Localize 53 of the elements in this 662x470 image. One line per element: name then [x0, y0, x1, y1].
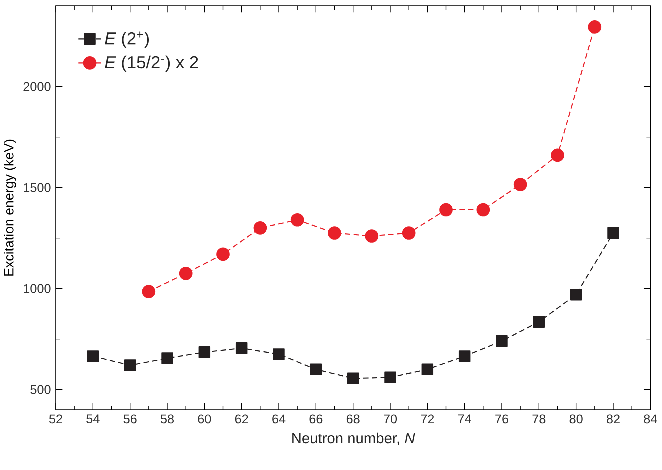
point — [236, 342, 248, 354]
x-tick-label: 54 — [86, 414, 100, 424]
x-tick-label: 64 — [272, 414, 286, 424]
x-tick-label: 72 — [421, 414, 434, 424]
point — [87, 350, 100, 362]
point — [216, 248, 230, 262]
x-tick-label: 56 — [124, 414, 137, 424]
point — [402, 226, 416, 240]
point — [273, 348, 285, 360]
point — [142, 285, 156, 298]
y-tick-label: 1500 — [24, 183, 51, 192]
point — [440, 203, 453, 217]
x-tick-label: 80 — [570, 414, 583, 424]
x-tick-label: 70 — [384, 414, 398, 424]
x-tick-label: 78 — [532, 414, 546, 424]
x-tick-label: 82 — [606, 414, 620, 424]
y-axis-title: Excitation energy (keV) — [4, 140, 16, 276]
y-tick-label: 500 — [30, 385, 51, 394]
x-tick-label: 66 — [310, 414, 323, 424]
point — [162, 352, 174, 364]
point — [458, 350, 471, 362]
legend-label: E (2$^{+}$) — [105, 32, 150, 48]
point — [551, 148, 564, 162]
point — [570, 288, 582, 301]
point — [365, 230, 379, 243]
point — [179, 266, 193, 280]
point — [328, 226, 342, 240]
x-tick-label: 76 — [496, 414, 508, 424]
x-tick-label: 74 — [458, 414, 472, 424]
point — [124, 360, 136, 372]
point — [588, 20, 602, 34]
x-tick-label: 62 — [235, 414, 248, 424]
point — [198, 346, 211, 358]
y-tick-label: 2000 — [24, 82, 51, 92]
x-tick-label: 58 — [160, 414, 174, 424]
point — [384, 372, 396, 384]
point — [608, 227, 620, 240]
point — [496, 335, 508, 348]
x-axis-title: Neutron number, N — [292, 432, 416, 446]
x-tick-label: 84 — [644, 414, 658, 424]
point — [533, 316, 546, 328]
legend-label: E (15/2$^{-}$) x 2 — [105, 56, 198, 72]
point — [514, 178, 528, 192]
x-tick-label: 60 — [198, 414, 212, 424]
point — [254, 222, 268, 235]
point — [476, 203, 490, 217]
x-tick-label: 52 — [49, 414, 62, 424]
point — [347, 372, 360, 385]
point — [290, 213, 304, 227]
point — [310, 364, 322, 376]
y-tick-label: 1000 — [24, 284, 51, 294]
point — [422, 364, 434, 376]
x-tick-label: 68 — [346, 414, 360, 424]
